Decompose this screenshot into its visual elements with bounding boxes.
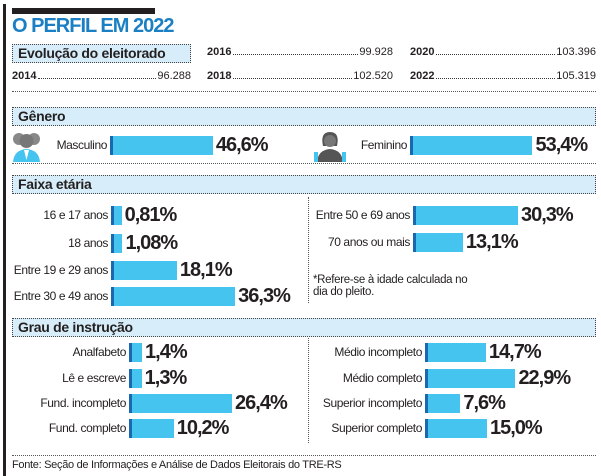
bar-row: Entre 19 e 29 anos 18,1% bbox=[0, 258, 233, 281]
column-divider bbox=[308, 197, 309, 303]
value-label: 30,3% bbox=[520, 203, 574, 226]
bar bbox=[413, 232, 463, 252]
electorate-row-2020: 2020 103.396 bbox=[410, 46, 596, 60]
electorate-row-2014: 2014 96.288 bbox=[12, 70, 191, 84]
education-heading: Grau de instrução bbox=[12, 318, 596, 337]
value-label: 22,9% bbox=[518, 366, 571, 389]
value-label: 36,3% bbox=[238, 284, 291, 307]
value-label: 0,81% bbox=[124, 203, 178, 226]
divider bbox=[12, 163, 596, 164]
bar-row: Lê e escreve 1,3% bbox=[0, 366, 188, 389]
bar bbox=[110, 135, 213, 155]
bar-row: Fund. completo 10,2% bbox=[0, 416, 230, 439]
bar-row: 18 anos 1,08% bbox=[0, 231, 178, 254]
year: 2020 bbox=[410, 46, 435, 58]
value: 96.288 bbox=[157, 70, 191, 82]
column-divider bbox=[308, 338, 309, 443]
bar bbox=[129, 342, 143, 362]
electorate-row-2022: 2022 105.319 bbox=[410, 70, 596, 84]
bar bbox=[129, 418, 174, 438]
category-label: Entre 19 e 29 anos bbox=[13, 263, 109, 277]
bar bbox=[425, 393, 461, 413]
bar-row: Fund. incompleto 26,4% bbox=[0, 391, 288, 414]
bar bbox=[111, 260, 177, 280]
category-label: Masculino bbox=[56, 138, 108, 152]
bar-row: Analfabeto 1,4% bbox=[0, 340, 188, 363]
category-label: Lê e escreve bbox=[62, 371, 126, 385]
value-label: 53,4% bbox=[535, 133, 588, 156]
bar-row: Superior incompleto 7,6% bbox=[300, 391, 506, 414]
category-label: 70 anos ou mais bbox=[327, 235, 410, 249]
electorate-row-2018: 2018 102.520 bbox=[207, 70, 393, 84]
bar-row: Entre 30 e 49 anos 36,3% bbox=[0, 284, 291, 307]
value-label: 13,1% bbox=[465, 230, 519, 253]
bar-row: Entre 50 e 69 anos 30,3% bbox=[300, 203, 574, 226]
year: 2018 bbox=[207, 70, 232, 82]
value-label: 46,6% bbox=[215, 133, 269, 156]
value-label: 15,0% bbox=[490, 416, 543, 439]
value-label: 7,6% bbox=[463, 391, 506, 414]
category-label: Médio completo bbox=[342, 371, 423, 385]
value: 99.928 bbox=[359, 46, 393, 58]
bar bbox=[111, 286, 236, 306]
bar bbox=[413, 205, 518, 225]
category-label: Analfabeto bbox=[72, 345, 127, 359]
category-label: Fund. completo bbox=[48, 421, 127, 435]
female-users-icon bbox=[314, 132, 346, 162]
bar-row: Médio completo 22,9% bbox=[300, 366, 571, 389]
electorate-row-2016: 2016 99.928 bbox=[207, 46, 393, 60]
value: 105.319 bbox=[556, 70, 596, 82]
divider bbox=[12, 91, 596, 92]
age-heading: Faixa etária bbox=[12, 175, 596, 194]
value-label: 14,7% bbox=[488, 340, 542, 363]
age-footnote: *Refere-se à idade calculada no dia do p… bbox=[313, 274, 468, 298]
electorate-heading: Evolução do eleitorado bbox=[12, 44, 191, 63]
value: 102.520 bbox=[353, 70, 393, 82]
year: 2022 bbox=[410, 70, 435, 82]
value: 103.396 bbox=[556, 46, 596, 58]
bar bbox=[111, 233, 123, 253]
category-label: Superior incompleto bbox=[322, 396, 423, 410]
bar bbox=[129, 368, 142, 388]
bar-row: Masculino 46,6% bbox=[44, 133, 269, 156]
gender-heading: Gênero bbox=[12, 107, 596, 126]
category-label: Feminino bbox=[360, 138, 408, 152]
bar-row: Feminino 53,4% bbox=[354, 133, 588, 156]
category-label: Fund. incompleto bbox=[40, 396, 126, 410]
value-label: 1,3% bbox=[144, 366, 188, 389]
bar-row: 16 e 17 anos 0,81% bbox=[0, 203, 178, 226]
title-bar-decoration bbox=[12, 8, 155, 14]
bar bbox=[111, 205, 122, 225]
value-label: 10,2% bbox=[176, 416, 230, 439]
category-label: 16 e 17 anos bbox=[43, 208, 108, 222]
value-label: 18,1% bbox=[179, 258, 233, 281]
value-label: 26,4% bbox=[235, 391, 288, 414]
category-label: Médio incompleto bbox=[334, 345, 422, 359]
bar-row: 70 anos ou mais 13,1% bbox=[300, 230, 519, 253]
value-label: 1,4% bbox=[145, 340, 188, 363]
value-label: 1,08% bbox=[125, 231, 178, 254]
left-rule bbox=[3, 4, 6, 476]
year: 2016 bbox=[207, 46, 232, 58]
category-label: Entre 50 e 69 anos bbox=[315, 208, 411, 222]
bar bbox=[425, 368, 516, 388]
divider bbox=[12, 455, 596, 456]
bar bbox=[410, 135, 533, 155]
bar bbox=[129, 393, 233, 413]
page-title: O PERFIL EM 2022 bbox=[12, 15, 174, 37]
bar bbox=[425, 342, 486, 362]
year: 2014 bbox=[12, 70, 37, 82]
bar-row: Médio incompleto 14,7% bbox=[300, 340, 542, 363]
category-label: 18 anos bbox=[68, 236, 108, 250]
bar-row: Superior completo 15,0% bbox=[300, 416, 543, 439]
category-label: Entre 30 e 49 anos bbox=[13, 289, 109, 303]
source-note: Fonte: Seção de Informações e Análise de… bbox=[12, 459, 342, 471]
male-users-icon bbox=[13, 133, 40, 162]
bar bbox=[425, 418, 487, 438]
category-label: Superior completo bbox=[331, 421, 422, 435]
